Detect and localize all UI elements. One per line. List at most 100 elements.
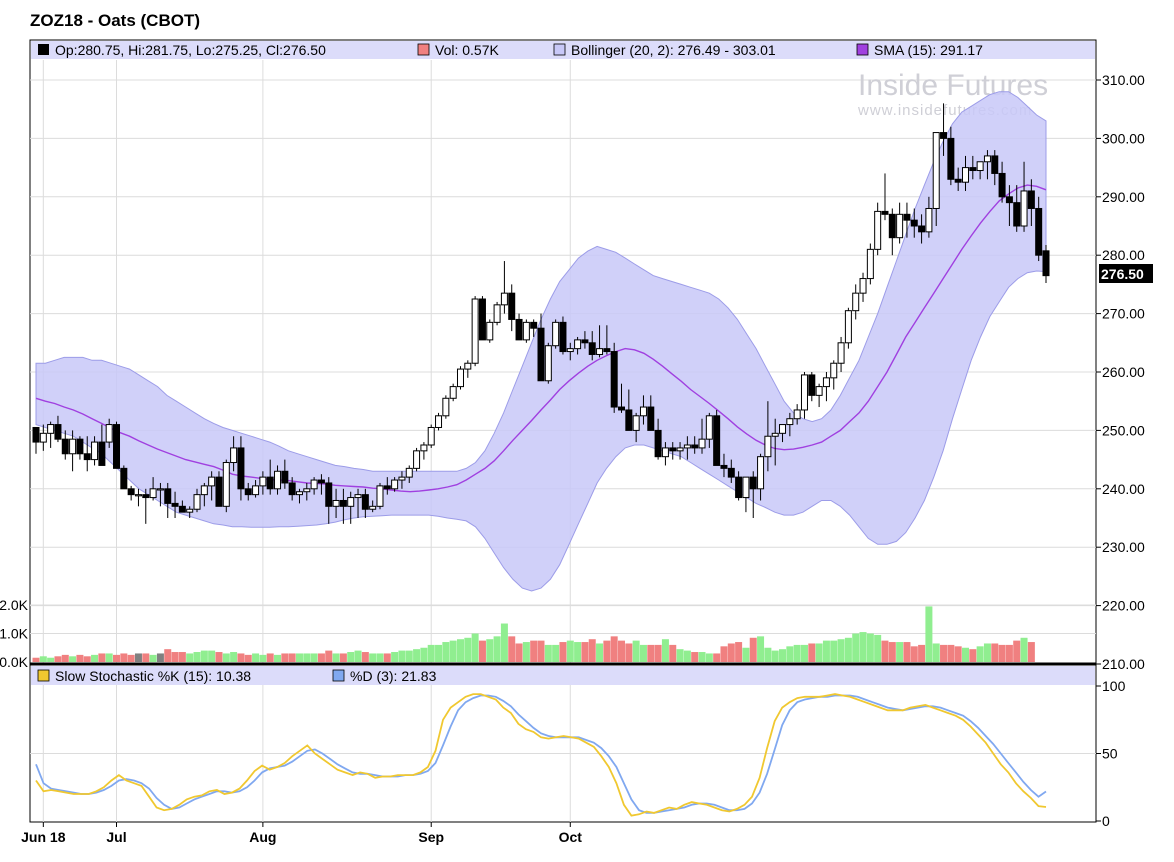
volume-bar <box>654 644 662 662</box>
candle-body <box>222 462 230 507</box>
candle-body <box>120 467 128 490</box>
volume-bar <box>940 644 948 662</box>
candle-body <box>515 318 523 341</box>
volume-bar <box>596 643 604 662</box>
candle-body <box>669 447 677 452</box>
volume-bar <box>149 654 157 662</box>
volume-bar <box>354 650 362 662</box>
volume-bar <box>32 657 40 662</box>
candle-body <box>969 167 977 172</box>
volume-bar <box>793 644 801 662</box>
candle-body <box>961 167 969 183</box>
volume-bar <box>391 652 399 662</box>
volume-bar <box>456 639 464 662</box>
candle-body <box>83 453 91 461</box>
volume-bars <box>32 606 1035 662</box>
volume-bar <box>478 640 486 662</box>
volume-bar <box>39 656 47 662</box>
volume-bar <box>566 640 574 662</box>
volume-bar <box>903 642 911 662</box>
volume-bar <box>493 636 501 662</box>
price-tick-label: 260.00 <box>1102 364 1145 380</box>
candle-body <box>1027 190 1035 209</box>
candle-body <box>954 178 962 183</box>
candle-body <box>105 424 113 443</box>
volume-bar <box>522 642 530 662</box>
volume-bar <box>698 652 706 662</box>
stochastic-k-line <box>35 693 1047 817</box>
volume-bar <box>749 637 757 662</box>
candlesticks <box>32 103 1050 524</box>
volume-bar <box>405 650 413 662</box>
price-tick-label: 270.00 <box>1102 306 1145 322</box>
candle-body <box>852 292 860 312</box>
candle-body <box>552 321 560 347</box>
candle-body <box>522 321 530 341</box>
volume-bar <box>632 640 640 662</box>
stochastic-tick-label: 0 <box>1102 813 1110 829</box>
legend-vol: Vol: 0.57K <box>435 42 499 58</box>
volume-bar <box>932 643 940 662</box>
candle-body <box>1005 196 1013 204</box>
candle-body <box>149 488 157 499</box>
legend-d-swatch <box>332 669 345 682</box>
candle-body <box>266 476 274 490</box>
volume-bar <box>186 653 194 662</box>
volume-bar <box>764 647 772 662</box>
candle-body <box>618 406 626 411</box>
candle-body <box>339 499 347 507</box>
candle-body <box>76 438 84 455</box>
stochastic-axis-ticks: 100 50 0 <box>1096 678 1126 829</box>
candle-body <box>749 476 757 490</box>
candle-body <box>830 362 838 379</box>
candle-body <box>998 172 1006 198</box>
legend-bollinger: Bollinger (20, 2): 276.49 - 303.01 <box>571 42 776 58</box>
candle-body <box>742 476 750 499</box>
candle-body <box>910 219 918 227</box>
candle-body <box>991 155 999 174</box>
volume-bar <box>976 646 984 662</box>
date-tick-label: Jul <box>106 829 126 845</box>
volume-bar <box>193 652 201 662</box>
legend-k: Slow Stochastic %K (15): 10.38 <box>55 668 251 684</box>
volume-tick-label: 2.0K <box>0 597 29 613</box>
volume-bar <box>1013 640 1021 662</box>
last-price-box <box>1099 264 1153 283</box>
volume-bar <box>954 646 962 662</box>
volume-bar <box>105 653 113 662</box>
volume-bar <box>515 643 523 662</box>
candle-body <box>347 497 355 507</box>
volume-bar <box>317 653 325 662</box>
candle-body <box>610 351 618 408</box>
volume-bar <box>98 653 106 662</box>
volume-bar <box>142 653 150 662</box>
price-axis-ticks: 310.00 300.00 290.00 280.00 270.00 260.00 250.… <box>1096 72 1145 672</box>
candle-body <box>625 409 633 431</box>
volume-bar <box>1005 644 1013 662</box>
candle-body <box>720 464 728 469</box>
volume-bar <box>171 652 179 662</box>
volume-bar <box>844 637 852 662</box>
candle-body <box>537 327 545 382</box>
candle-body <box>32 426 40 443</box>
volume-bar <box>361 652 369 662</box>
volume-bar <box>369 653 377 662</box>
candle-body <box>200 485 208 496</box>
volume-bar <box>837 639 845 662</box>
volume-bar <box>398 650 406 662</box>
candle-body <box>859 278 867 294</box>
legend-ohlc-swatch <box>38 44 49 55</box>
candle-body <box>976 161 984 172</box>
volume-bar <box>683 650 691 662</box>
volume-bar <box>544 644 552 662</box>
volume-bar <box>852 633 860 662</box>
stochastic-panel: Slow Stochastic %K (15): 10.38 %D (3): 2… <box>29 664 1126 829</box>
price-tick-label: 290.00 <box>1102 189 1145 205</box>
volume-bar <box>134 653 142 662</box>
candle-body <box>391 479 399 490</box>
candle-body <box>764 435 772 458</box>
candle-body <box>815 386 823 396</box>
candle-body <box>896 213 904 239</box>
candle-body <box>808 374 816 396</box>
